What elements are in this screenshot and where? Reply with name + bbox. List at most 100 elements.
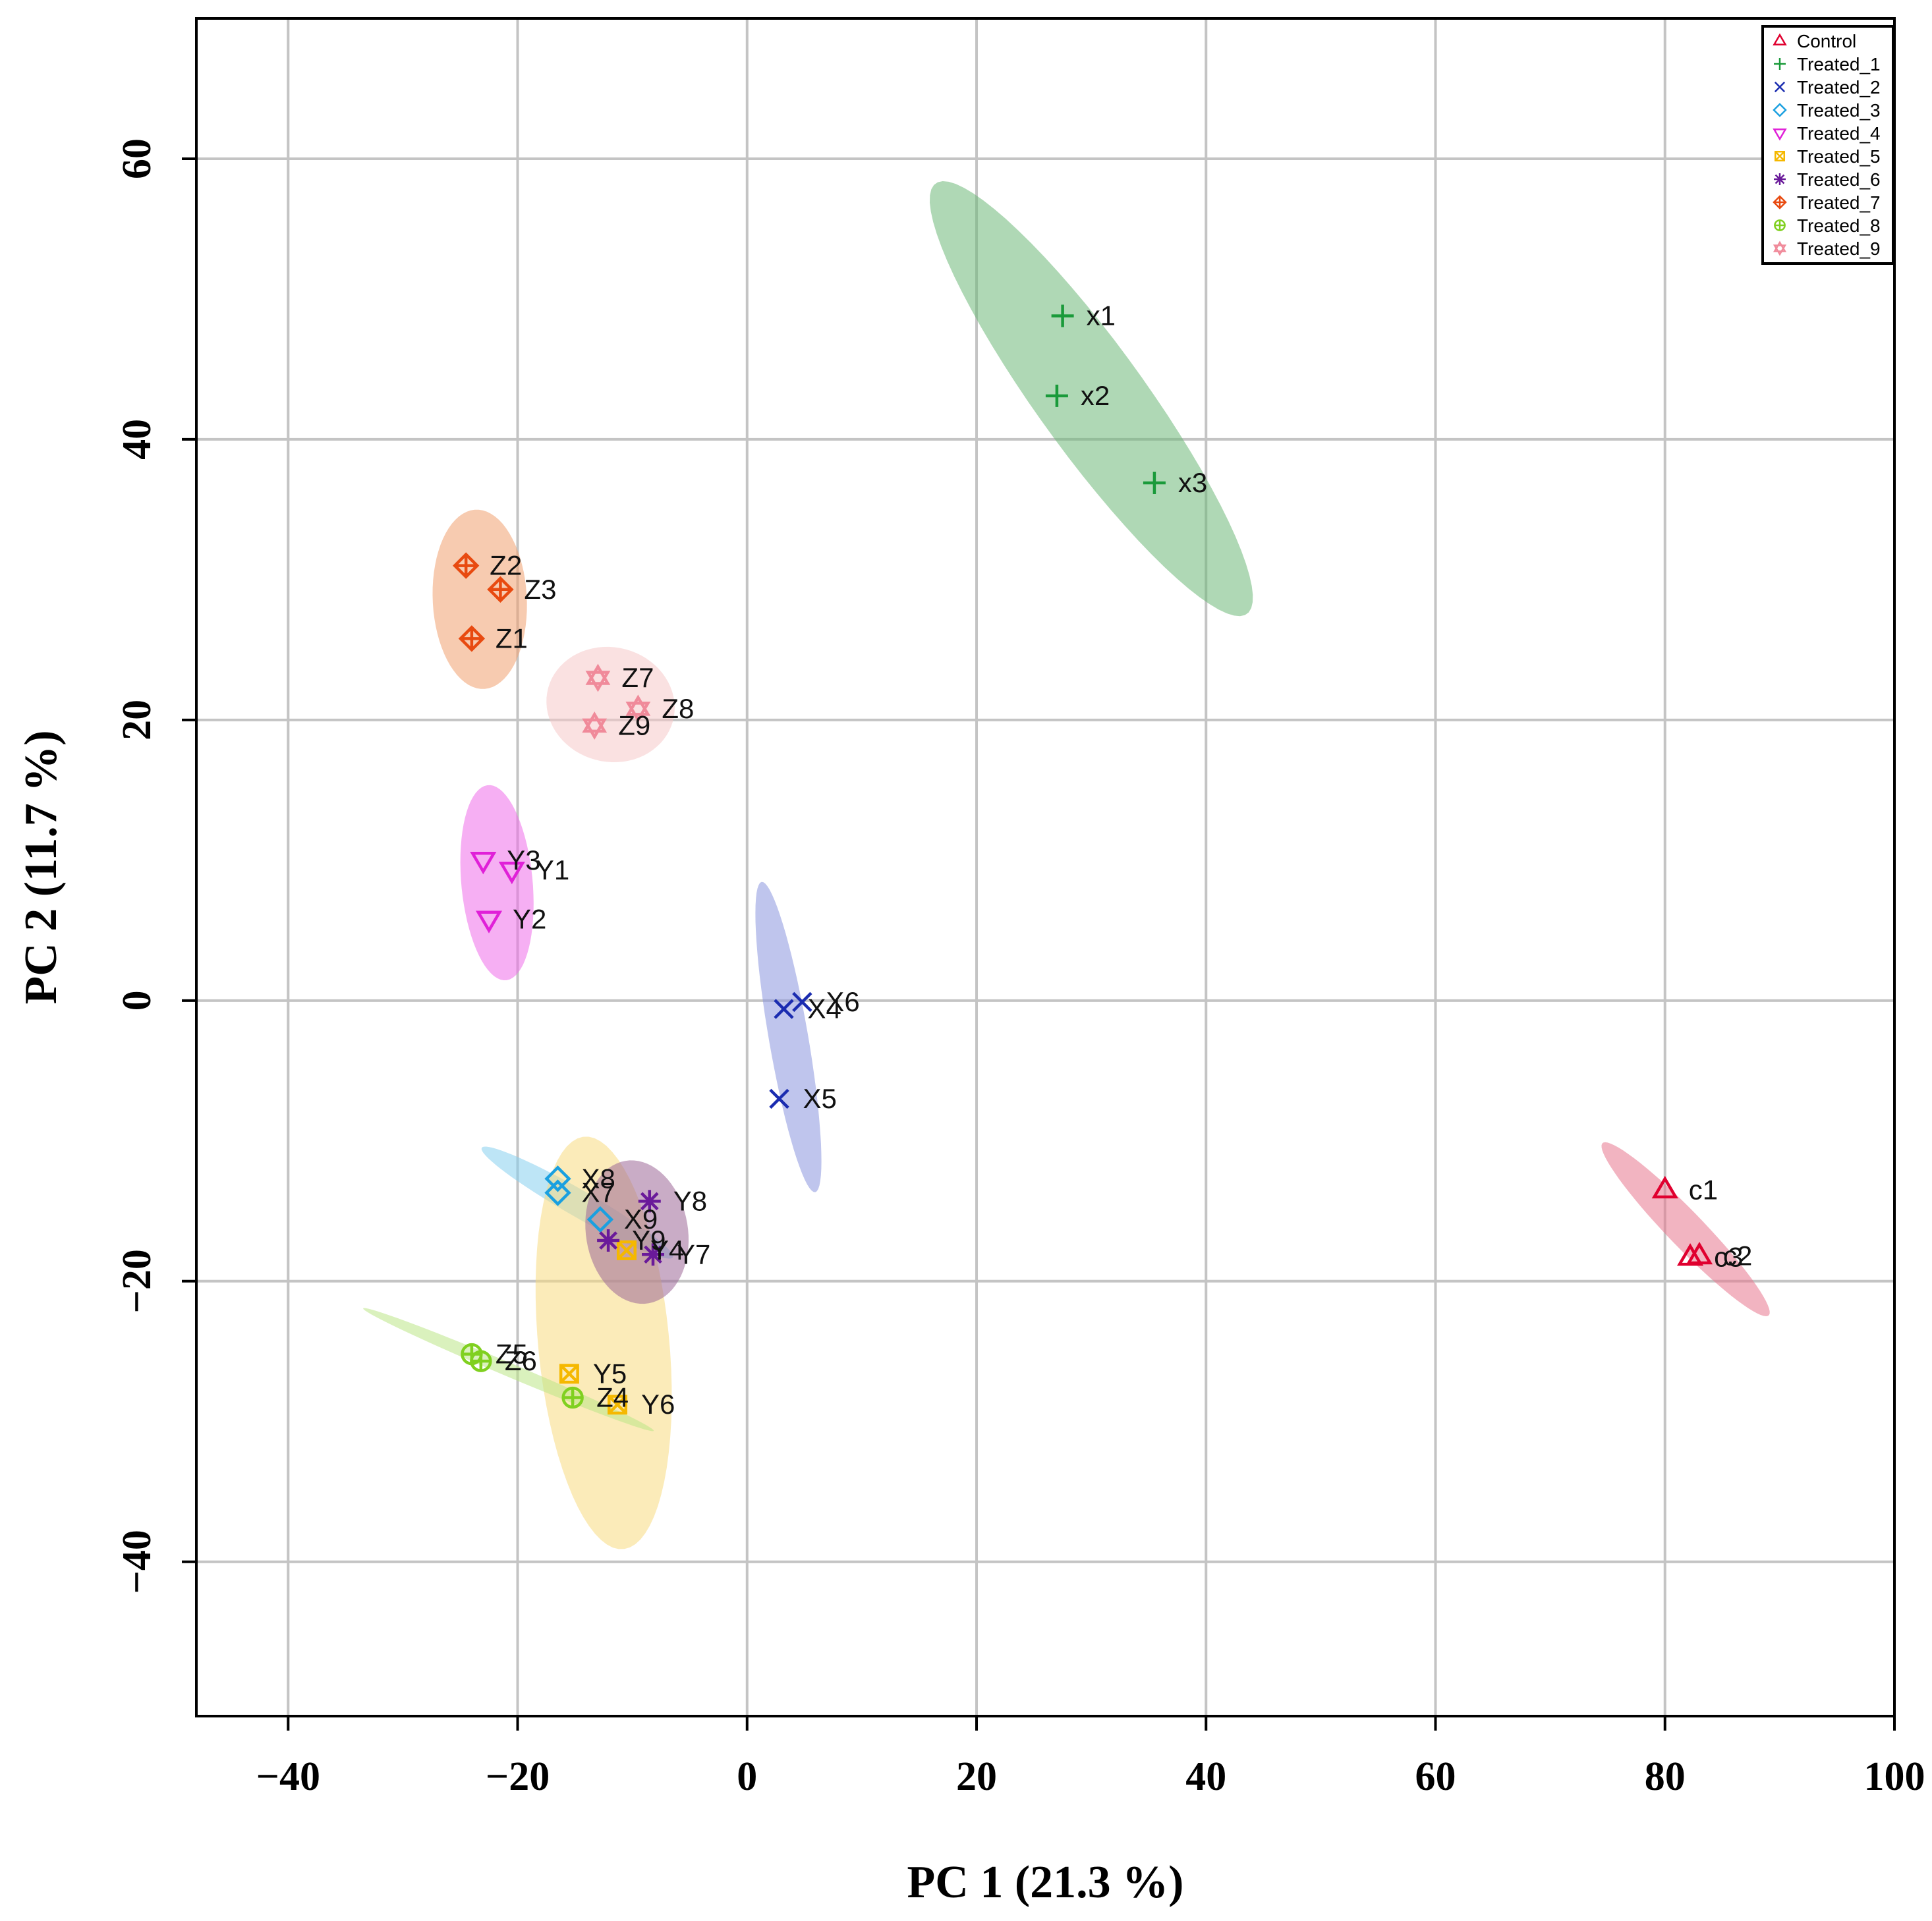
ellipse-treated-4 xyxy=(460,785,534,980)
point-label-c1: c1 xyxy=(1689,1174,1718,1205)
point-label-z9: Z9 xyxy=(618,710,650,740)
point-label-y5: Y5 xyxy=(593,1358,627,1389)
point-label-c2: c2 xyxy=(1723,1240,1752,1271)
point-label-y6: Y6 xyxy=(641,1389,675,1420)
point-x6 xyxy=(792,991,812,1013)
x-tick-label: 20 xyxy=(956,1754,997,1799)
point-z9 xyxy=(582,711,608,740)
legend-marker-treated-7 xyxy=(1773,195,1787,209)
y-tick-label: 20 xyxy=(115,700,159,740)
point-label-x9: X9 xyxy=(624,1204,658,1235)
legend-item-treated-2: Treated_2 xyxy=(1774,77,1881,97)
ellipse-control xyxy=(1601,1142,1770,1316)
point-label-z5: Z5 xyxy=(496,1339,528,1370)
point-z6 xyxy=(470,1350,492,1372)
point-label-z6: Z6 xyxy=(505,1345,537,1376)
point-label-c3: c3 xyxy=(1714,1242,1743,1273)
legend-marker-control xyxy=(1773,33,1787,45)
legend-marker-treated-4 xyxy=(1773,128,1787,141)
point-label-y7: Y7 xyxy=(677,1239,710,1269)
legend-label: Treated_6 xyxy=(1797,169,1881,190)
y-axis-ticks: −40 −20 0 20 40 60 xyxy=(115,138,196,1594)
point-y9 xyxy=(597,1229,620,1252)
legend-label: Control xyxy=(1797,31,1856,51)
point-label-z1: Z1 xyxy=(496,623,528,654)
point-x5 xyxy=(769,1088,789,1109)
x-tick-label: −20 xyxy=(486,1754,550,1799)
y-tick-label: 0 xyxy=(115,990,159,1011)
legend-label: Treated_3 xyxy=(1797,100,1881,121)
point-x9 xyxy=(586,1206,614,1233)
point-x3 xyxy=(1143,471,1166,494)
legend-label: Treated_2 xyxy=(1797,77,1881,97)
point-label-x3: x3 xyxy=(1178,467,1207,498)
point-label-z3: Z3 xyxy=(524,574,556,605)
legend-item-treated-8: Treated_8 xyxy=(1774,215,1881,236)
x-tick-label: −40 xyxy=(256,1754,320,1799)
point-label-x5: X5 xyxy=(803,1083,837,1114)
point-label-y1: Y1 xyxy=(536,854,569,885)
point-label-x4: X4 xyxy=(808,993,841,1024)
y-tick-label: 60 xyxy=(115,138,159,179)
x-tick-label: 100 xyxy=(1864,1754,1925,1799)
ellipse-treated-1 xyxy=(930,181,1253,617)
ellipse-treated-9 xyxy=(546,646,675,762)
ellipse-treated-6 xyxy=(585,1160,689,1304)
point-x2 xyxy=(1045,384,1068,407)
point-z7 xyxy=(585,663,611,692)
legend-item-control: Control xyxy=(1773,31,1856,51)
point-y4 xyxy=(616,1240,637,1260)
y-tick-label: 40 xyxy=(115,419,159,460)
legend-item-treated-7: Treated_7 xyxy=(1773,192,1881,213)
point-label-y3: Y3 xyxy=(507,845,540,876)
point-label-y8: Y8 xyxy=(673,1185,707,1216)
legend-item-treated-1: Treated_1 xyxy=(1774,54,1881,74)
ellipse-treated-2 xyxy=(755,881,822,1192)
legend-item-treated-3: Treated_3 xyxy=(1773,100,1881,121)
point-label-z2: Z2 xyxy=(490,550,522,581)
point-c3 xyxy=(1676,1243,1704,1266)
point-label-y9: Y9 xyxy=(632,1225,666,1256)
data-points xyxy=(453,304,1713,1415)
legend-marker-treated-9 xyxy=(1773,240,1787,256)
point-y1 xyxy=(498,861,525,885)
point-label-x2: x2 xyxy=(1081,380,1110,411)
y-axis-title: PC 2 (11.7 %) xyxy=(16,730,67,1004)
point-label-z4: Z4 xyxy=(596,1382,629,1413)
legend: ControlTreated_1Treated_2Treated_3Treate… xyxy=(1761,25,1894,265)
point-label-y4: Y4 xyxy=(650,1235,684,1266)
point-x7 xyxy=(544,1179,571,1206)
point-c1 xyxy=(1651,1175,1678,1199)
point-y8 xyxy=(638,1190,661,1213)
legend-label: Treated_8 xyxy=(1797,215,1881,236)
plot-frame xyxy=(195,17,1896,1717)
legend-label: Treated_7 xyxy=(1797,192,1881,213)
x-axis-title: PC 1 (21.3 %) xyxy=(907,1857,1184,1908)
point-z8 xyxy=(625,694,651,723)
point-y6 xyxy=(608,1395,628,1415)
legend-item-treated-4: Treated_4 xyxy=(1773,123,1881,144)
legend-label: Treated_5 xyxy=(1797,146,1881,167)
legend-marker-treated-3 xyxy=(1773,103,1787,117)
legend-marker-treated-6 xyxy=(1774,173,1786,185)
legend-marker-treated-5 xyxy=(1775,151,1785,161)
point-x8 xyxy=(544,1165,571,1192)
legend-item-treated-6: Treated_6 xyxy=(1774,169,1881,190)
y-tick-label: −20 xyxy=(115,1249,159,1313)
x-tick-label: 80 xyxy=(1645,1754,1686,1799)
point-y3 xyxy=(470,852,497,875)
legend-item-treated-9: Treated_9 xyxy=(1773,238,1881,259)
point-z2 xyxy=(453,552,480,579)
point-label-x1: x1 xyxy=(1087,300,1116,331)
point-y2 xyxy=(475,910,503,933)
point-z4 xyxy=(561,1386,584,1409)
legend-label: Treated_9 xyxy=(1797,238,1881,259)
legend-marker-treated-8 xyxy=(1774,219,1786,231)
y-tick-label: −40 xyxy=(115,1530,159,1594)
confidence-ellipses xyxy=(363,181,1770,1549)
legend-label: Treated_1 xyxy=(1797,54,1881,74)
point-z1 xyxy=(458,625,486,652)
x-tick-label: 0 xyxy=(737,1754,757,1799)
